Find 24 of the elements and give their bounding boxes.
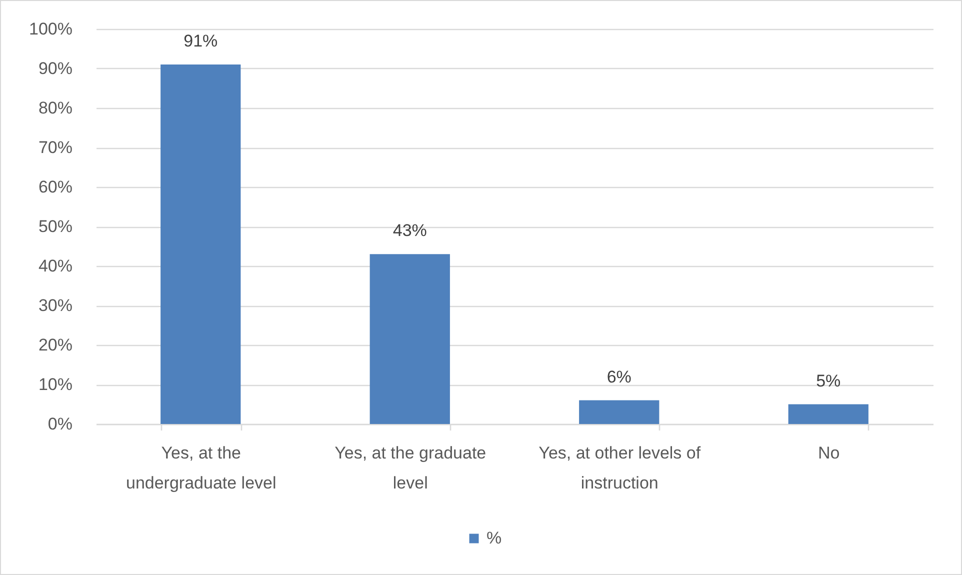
x-tick-label: No [818, 444, 840, 462]
data-label: 91% [184, 32, 218, 51]
x-tick-label: Yes, at the graduate level [334, 444, 486, 492]
data-label: 6% [606, 367, 632, 386]
y-tick-label: 30% [38, 296, 72, 315]
y-tick-label: 20% [38, 336, 72, 354]
y-tick-label: 50% [38, 217, 72, 236]
bar [788, 404, 868, 424]
legend-label: % [486, 528, 502, 548]
y-tick-label: 100% [29, 20, 72, 38]
y-tick-label: 0% [48, 414, 72, 434]
y-tick-label: 40% [38, 256, 72, 276]
bar [160, 64, 241, 424]
y-tick-label: 90% [38, 59, 72, 78]
y-tick-label: 70% [38, 138, 72, 157]
y-tick-label: 60% [38, 178, 72, 196]
bar [370, 254, 450, 424]
x-tick-label: Yes, at the undergraduate level [126, 444, 276, 492]
data-label: 43% [392, 221, 427, 240]
bar [579, 400, 660, 424]
y-tick-label: 10% [38, 375, 72, 394]
x-tick-label: Yes, at other levels of instruction [538, 444, 701, 492]
data-label: 5% [816, 371, 841, 390]
y-tick-label: 80% [38, 98, 72, 118]
